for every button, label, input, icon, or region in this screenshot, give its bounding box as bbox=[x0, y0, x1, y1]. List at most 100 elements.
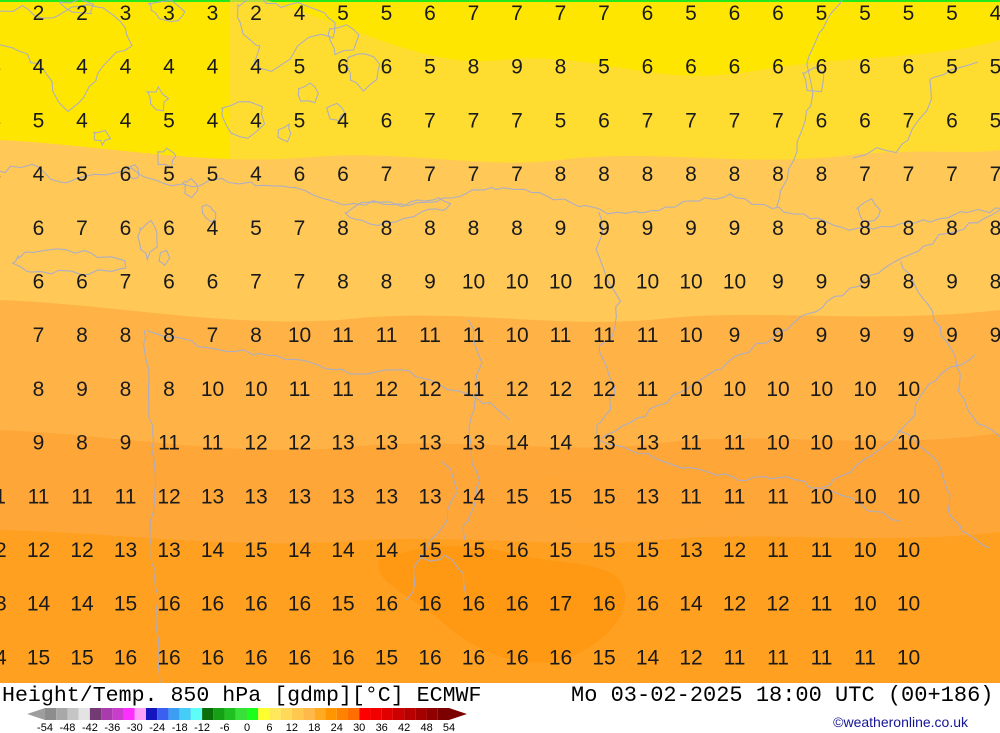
svg-text:11: 11 bbox=[332, 324, 354, 347]
svg-text:7: 7 bbox=[511, 2, 523, 25]
svg-text:16: 16 bbox=[549, 646, 572, 669]
svg-text:6: 6 bbox=[337, 56, 349, 79]
svg-text:5: 5 bbox=[0, 271, 1, 294]
svg-text:16: 16 bbox=[114, 646, 137, 669]
svg-text:16: 16 bbox=[157, 593, 180, 616]
svg-text:8: 8 bbox=[555, 163, 567, 186]
svg-text:9: 9 bbox=[33, 432, 45, 455]
svg-text:7: 7 bbox=[555, 2, 567, 25]
svg-text:10: 10 bbox=[244, 378, 267, 401]
svg-text:11: 11 bbox=[637, 378, 659, 401]
svg-text:7: 7 bbox=[76, 217, 88, 240]
svg-text:8: 8 bbox=[337, 271, 349, 294]
svg-text:11: 11 bbox=[767, 485, 789, 508]
svg-text:11: 11 bbox=[680, 432, 702, 455]
svg-text:6: 6 bbox=[337, 163, 349, 186]
svg-text:4: 4 bbox=[207, 217, 219, 240]
svg-text:9: 9 bbox=[903, 324, 915, 347]
svg-text:30: 30 bbox=[353, 722, 365, 733]
svg-text:11: 11 bbox=[854, 646, 876, 669]
svg-text:-36: -36 bbox=[104, 722, 120, 733]
svg-text:13: 13 bbox=[244, 485, 267, 508]
svg-text:6: 6 bbox=[294, 163, 306, 186]
svg-text:16: 16 bbox=[331, 646, 354, 669]
svg-text:10: 10 bbox=[897, 432, 920, 455]
svg-text:7: 7 bbox=[0, 324, 1, 347]
svg-text:7: 7 bbox=[903, 163, 915, 186]
svg-text:6: 6 bbox=[76, 271, 88, 294]
svg-text:10: 10 bbox=[897, 593, 920, 616]
svg-text:7: 7 bbox=[772, 109, 784, 132]
svg-text:7: 7 bbox=[946, 163, 958, 186]
svg-text:5: 5 bbox=[555, 109, 567, 132]
svg-text:-30: -30 bbox=[127, 722, 143, 733]
svg-text:6: 6 bbox=[903, 56, 915, 79]
svg-text:10: 10 bbox=[810, 485, 833, 508]
svg-text:11: 11 bbox=[0, 485, 6, 508]
svg-text:11: 11 bbox=[376, 324, 398, 347]
svg-text:11: 11 bbox=[811, 539, 833, 562]
svg-text:5: 5 bbox=[598, 56, 610, 79]
svg-text:13: 13 bbox=[114, 539, 137, 562]
svg-text:8: 8 bbox=[120, 378, 132, 401]
svg-text:11: 11 bbox=[28, 485, 50, 508]
svg-text:5: 5 bbox=[250, 217, 262, 240]
svg-text:6: 6 bbox=[685, 56, 697, 79]
svg-text:11: 11 bbox=[419, 324, 441, 347]
svg-text:-54: -54 bbox=[37, 722, 53, 733]
svg-text:10: 10 bbox=[897, 485, 920, 508]
svg-text:Height/Temp. 850 hPa [gdmp][°C: Height/Temp. 850 hPa [gdmp][°C] ECMWF bbox=[2, 684, 481, 708]
svg-text:6: 6 bbox=[163, 217, 175, 240]
svg-text:9: 9 bbox=[424, 271, 436, 294]
svg-text:10: 10 bbox=[853, 539, 876, 562]
svg-text:11: 11 bbox=[637, 324, 659, 347]
svg-text:7: 7 bbox=[729, 109, 741, 132]
svg-text:11: 11 bbox=[71, 485, 93, 508]
svg-text:12: 12 bbox=[723, 593, 746, 616]
svg-text:6: 6 bbox=[642, 56, 654, 79]
svg-text:6: 6 bbox=[163, 271, 175, 294]
svg-text:3: 3 bbox=[120, 2, 132, 25]
svg-text:7: 7 bbox=[120, 271, 132, 294]
svg-text:8: 8 bbox=[337, 217, 349, 240]
svg-text:10: 10 bbox=[897, 646, 920, 669]
svg-text:7: 7 bbox=[468, 109, 480, 132]
svg-text:6: 6 bbox=[424, 2, 436, 25]
svg-text:6: 6 bbox=[729, 56, 741, 79]
svg-text:9: 9 bbox=[729, 324, 741, 347]
svg-text:2: 2 bbox=[0, 2, 1, 25]
svg-text:11: 11 bbox=[811, 646, 833, 669]
svg-text:6: 6 bbox=[381, 56, 393, 79]
svg-text:10: 10 bbox=[810, 432, 833, 455]
svg-text:12: 12 bbox=[505, 378, 528, 401]
svg-text:10: 10 bbox=[766, 378, 789, 401]
svg-text:13: 13 bbox=[331, 485, 354, 508]
svg-text:42: 42 bbox=[398, 722, 410, 733]
svg-text:11: 11 bbox=[811, 593, 833, 616]
svg-text:10: 10 bbox=[201, 378, 224, 401]
svg-text:8: 8 bbox=[120, 324, 132, 347]
svg-text:9: 9 bbox=[990, 324, 1000, 347]
svg-text:10: 10 bbox=[679, 271, 702, 294]
svg-text:48: 48 bbox=[420, 722, 432, 733]
svg-text:12: 12 bbox=[723, 539, 746, 562]
svg-text:-42: -42 bbox=[82, 722, 98, 733]
svg-text:13: 13 bbox=[201, 485, 224, 508]
svg-text:8: 8 bbox=[76, 324, 88, 347]
svg-text:16: 16 bbox=[505, 646, 528, 669]
svg-text:4: 4 bbox=[250, 56, 262, 79]
svg-text:5: 5 bbox=[990, 56, 1000, 79]
svg-text:8: 8 bbox=[642, 163, 654, 186]
svg-text:6: 6 bbox=[33, 271, 45, 294]
svg-text:5: 5 bbox=[0, 217, 1, 240]
svg-text:14: 14 bbox=[505, 432, 529, 455]
svg-text:18: 18 bbox=[308, 722, 320, 733]
svg-text:8: 8 bbox=[468, 217, 480, 240]
svg-text:12: 12 bbox=[549, 378, 572, 401]
svg-text:11: 11 bbox=[463, 324, 485, 347]
svg-text:5: 5 bbox=[424, 56, 436, 79]
svg-text:11: 11 bbox=[724, 646, 746, 669]
svg-text:-12: -12 bbox=[194, 722, 210, 733]
svg-text:7: 7 bbox=[903, 109, 915, 132]
svg-text:2: 2 bbox=[250, 2, 262, 25]
